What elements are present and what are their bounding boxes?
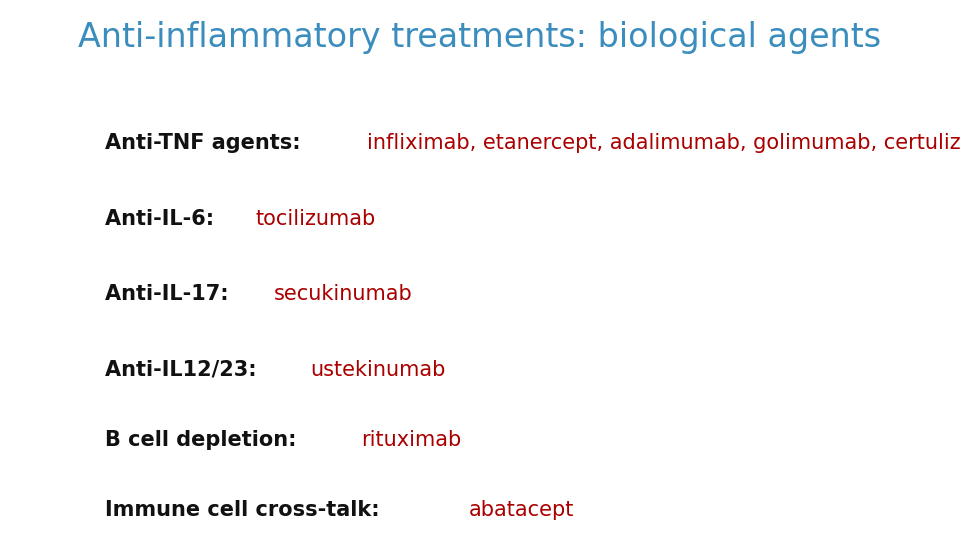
Text: Immune cell cross-talk:: Immune cell cross-talk: [105, 500, 387, 521]
Text: abatacept: abatacept [468, 500, 574, 521]
Text: secukinumab: secukinumab [274, 284, 413, 305]
Text: B cell depletion:: B cell depletion: [105, 430, 303, 450]
Text: infliximab, etanercept, adalimumab, golimumab, certulizumab: infliximab, etanercept, adalimumab, goli… [367, 133, 960, 153]
Text: Anti-inflammatory treatments: biological agents: Anti-inflammatory treatments: biological… [79, 22, 881, 55]
Text: Anti-IL-6:: Anti-IL-6: [105, 208, 222, 229]
Text: tocilizumab: tocilizumab [255, 208, 375, 229]
Text: Anti-TNF agents:: Anti-TNF agents: [105, 133, 308, 153]
Text: ustekinumab: ustekinumab [310, 360, 445, 380]
Text: Anti-IL12/23:: Anti-IL12/23: [105, 360, 264, 380]
Text: Anti-IL-17:: Anti-IL-17: [105, 284, 236, 305]
Text: rituximab: rituximab [362, 430, 462, 450]
